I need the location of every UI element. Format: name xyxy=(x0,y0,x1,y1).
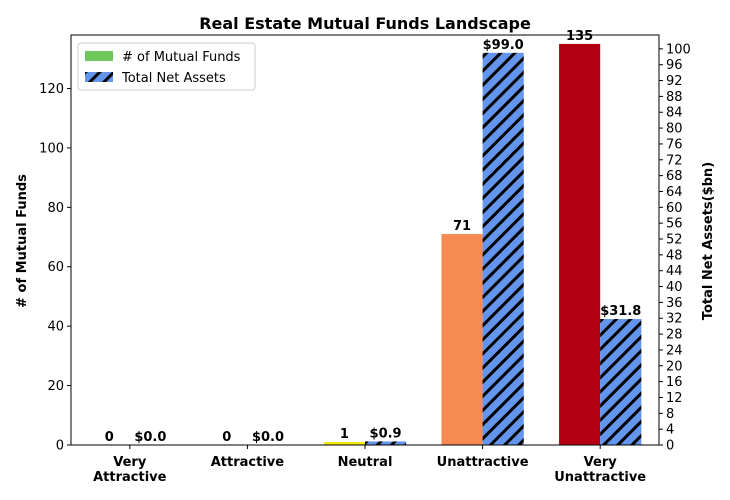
x-tick-label: Attractive xyxy=(211,455,285,470)
y2-tick-label: 0 xyxy=(666,439,674,454)
y-axis-label: # of Mutual Funds xyxy=(15,174,30,308)
data-label-mutual-funds: 135 xyxy=(566,29,593,44)
legend-label-total-net-assets: Total Net Assets xyxy=(121,71,226,86)
x-tick-label: Attractive xyxy=(93,470,167,485)
x-tick-label: Unattractive xyxy=(554,470,646,485)
data-label-mutual-funds: 0 xyxy=(222,430,231,445)
y-tick-label: 40 xyxy=(47,320,64,335)
x-tick-label: Very xyxy=(584,455,618,470)
y-tick-label: 60 xyxy=(47,260,64,275)
y2-tick-label: 64 xyxy=(666,185,683,200)
y2-tick-label: 100 xyxy=(666,42,691,57)
y2-tick-label: 92 xyxy=(666,74,683,89)
bar-mutual-funds xyxy=(441,234,483,445)
y2-tick-label: 4 xyxy=(666,423,674,438)
data-label-mutual-funds: 1 xyxy=(340,427,349,442)
y-tick-label: 80 xyxy=(47,201,64,216)
data-label-total-net-assets: $31.8 xyxy=(600,304,641,319)
x-tick-label: Unattractive xyxy=(437,455,529,470)
x-tick-label: Neutral xyxy=(338,455,393,470)
legend-swatch-total-net-assets xyxy=(85,72,113,82)
y2-axis-label: Total Net Assets($bn) xyxy=(701,162,716,320)
y2-tick-label: 52 xyxy=(666,233,683,248)
y2-tick-label: 76 xyxy=(666,137,683,152)
axes-frame xyxy=(70,34,660,446)
plot-area xyxy=(323,43,642,446)
y2-tick-label: 96 xyxy=(666,58,683,73)
y2-tick-label: 36 xyxy=(666,296,683,311)
data-labels: 0 $0.0 0 $0.0 1 $0.9 71 $99.0 135 $31.8 xyxy=(105,29,642,445)
data-label-mutual-funds: 0 xyxy=(105,430,114,445)
y2-tick-label: 16 xyxy=(666,375,683,390)
y-tick-label: 20 xyxy=(47,379,64,394)
data-label-total-net-assets: $0.0 xyxy=(134,430,166,445)
y2-tick-label: 40 xyxy=(666,280,683,295)
data-label-total-net-assets: $0.9 xyxy=(370,426,402,441)
legend-box xyxy=(77,42,256,91)
x-tick-label: Very xyxy=(113,455,147,470)
legend-label-mutual-funds: # of Mutual Funds xyxy=(122,50,241,65)
y2-tick-label: 88 xyxy=(666,90,683,105)
y-tick-label: 0 xyxy=(56,439,64,454)
legend-swatch-mutual-funds xyxy=(85,51,113,61)
y-tick-label: 100 xyxy=(39,141,64,156)
y2-tick-label: 12 xyxy=(666,391,683,406)
bar-total-net-assets xyxy=(482,52,524,446)
y2-tick-label: 80 xyxy=(666,122,683,137)
legend: # of Mutual Funds Total Net Assets xyxy=(77,42,256,91)
data-label-mutual-funds: 71 xyxy=(453,219,471,234)
data-label-total-net-assets: $0.0 xyxy=(252,430,284,445)
bar-total-net-assets xyxy=(365,441,407,445)
y2-tick-label: 20 xyxy=(666,359,683,374)
y2-tick-label: 28 xyxy=(666,328,683,343)
y2-tick-label: 72 xyxy=(666,153,683,168)
y-tick-label: 120 xyxy=(39,82,64,97)
chart-title: Real Estate Mutual Funds Landscape xyxy=(199,14,531,33)
bar-total-net-assets xyxy=(600,319,642,445)
bar-mutual-funds xyxy=(323,442,365,445)
y2-tick-label: 60 xyxy=(666,201,683,216)
y2-tick-label: 48 xyxy=(666,248,683,263)
y2-tick-label: 44 xyxy=(666,264,683,279)
y2-tick-label: 56 xyxy=(666,217,683,232)
y2-tick-label: 84 xyxy=(666,106,683,121)
y2-tick-label: 32 xyxy=(666,312,683,327)
data-label-total-net-assets: $99.0 xyxy=(483,38,524,53)
y2-tick-label: 8 xyxy=(666,407,674,422)
bar-mutual-funds xyxy=(559,43,601,445)
y2-tick-label: 68 xyxy=(666,169,683,184)
y2-tick-label: 24 xyxy=(666,343,683,358)
